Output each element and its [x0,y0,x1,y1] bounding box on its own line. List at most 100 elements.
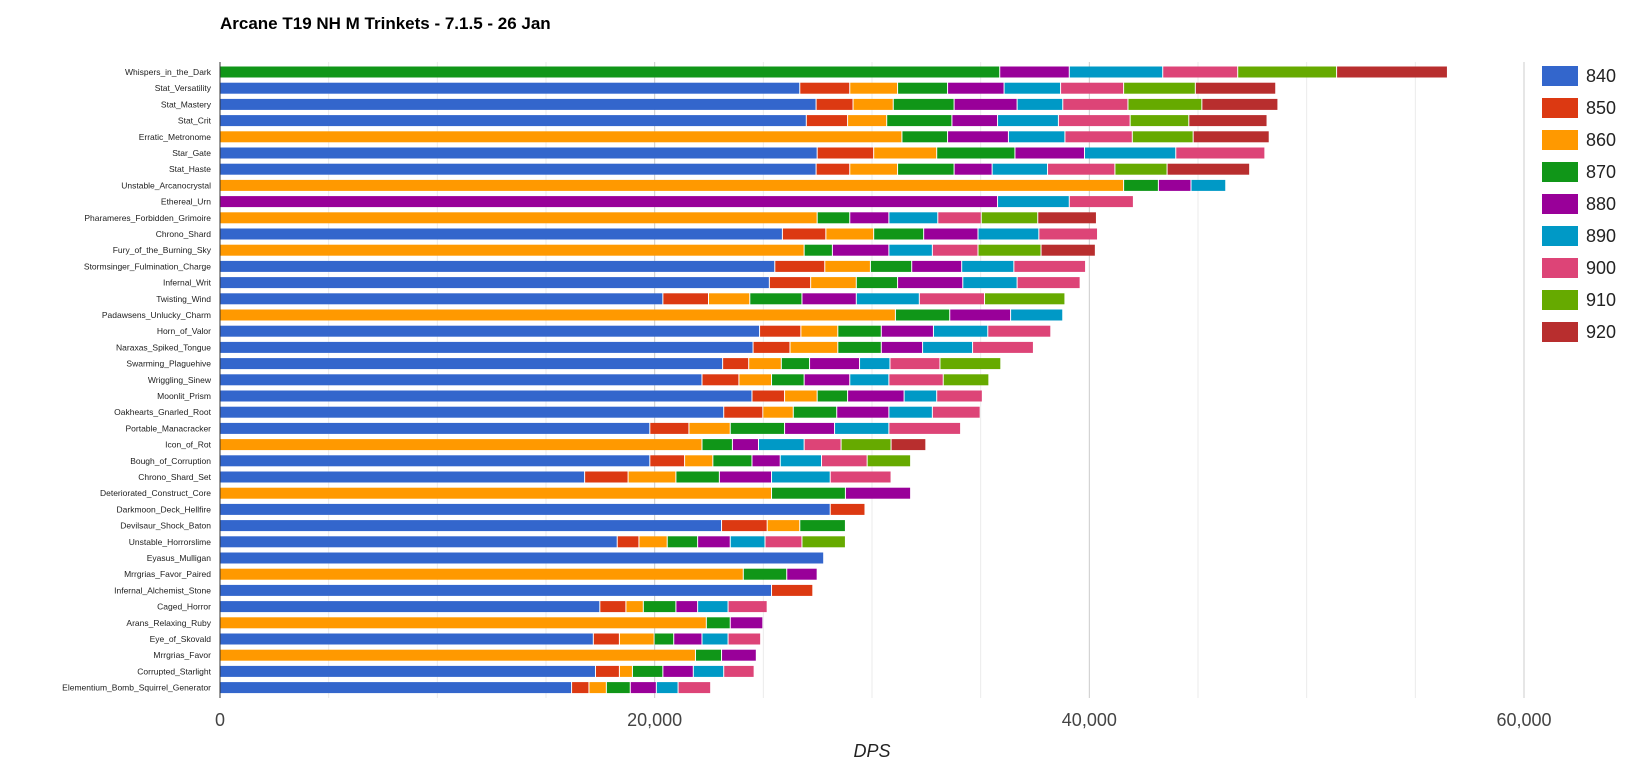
bar-segment[interactable] [1015,147,1084,159]
bar-segment[interactable] [802,536,845,548]
bar-segment[interactable] [220,552,824,564]
bar-segment[interactable] [698,601,728,613]
bar-segment[interactable] [816,163,850,175]
bar-segment[interactable] [772,471,830,483]
bar-segment[interactable] [722,649,756,661]
bar-segment[interactable] [220,228,782,240]
bar-segment[interactable] [1069,196,1133,208]
bar-segment[interactable] [1017,98,1063,110]
bar-segment[interactable] [626,601,643,613]
bar-segment[interactable] [650,455,685,467]
bar-segment[interactable] [830,503,865,515]
bar-segment[interactable] [220,390,752,402]
bar-segment[interactable] [919,293,985,305]
bar-segment[interactable] [1008,131,1065,143]
bar-segment[interactable] [898,163,954,175]
bar-segment[interactable] [743,568,787,580]
bar-segment[interactable] [724,665,754,677]
bar-segment[interactable] [898,277,963,289]
bar-segment[interactable] [220,131,902,143]
bar-segment[interactable] [902,131,948,143]
bar-segment[interactable] [780,455,822,467]
bar-segment[interactable] [650,422,689,434]
bar-segment[interactable] [1124,82,1195,94]
bar-segment[interactable] [730,422,785,434]
bar-segment[interactable] [676,601,698,613]
bar-segment[interactable] [881,325,933,337]
bar-segment[interactable] [1337,66,1447,78]
bar-segment[interactable] [870,260,912,272]
bar-segment[interactable] [938,212,981,224]
bar-segment[interactable] [825,260,870,272]
bar-segment[interactable] [220,277,769,289]
bar-segment[interactable] [1202,98,1278,110]
bar-segment[interactable] [816,98,853,110]
bar-segment[interactable] [220,503,830,515]
bar-segment[interactable] [656,682,678,694]
bar-segment[interactable] [848,115,887,127]
bar-segment[interactable] [985,293,1065,305]
bar-segment[interactable] [220,196,998,208]
bar-segment[interactable] [1124,179,1158,191]
bar-segment[interactable] [785,422,835,434]
bar-segment[interactable] [220,520,722,532]
bar-segment[interactable] [702,374,739,386]
bar-segment[interactable] [220,325,760,337]
bar-segment[interactable] [693,665,724,677]
bar-segment[interactable] [973,341,1033,353]
bar-segment[interactable] [750,293,802,305]
bar-segment[interactable] [678,682,711,694]
bar-segment[interactable] [1176,147,1265,159]
bar-segment[interactable] [220,682,572,694]
bar-segment[interactable] [600,601,626,613]
bar-segment[interactable] [874,147,937,159]
bar-segment[interactable] [722,520,767,532]
bar-segment[interactable] [962,260,1014,272]
bar-segment[interactable] [804,439,841,451]
bar-segment[interactable] [838,325,881,337]
bar-segment[interactable] [1195,82,1276,94]
bar-segment[interactable] [898,82,948,94]
bar-segment[interactable] [998,115,1058,127]
legend-item[interactable]: 850 [1542,92,1616,124]
bar-segment[interactable] [628,471,676,483]
bar-segment[interactable] [1193,131,1269,143]
bar-segment[interactable] [787,568,817,580]
bar-segment[interactable] [1004,82,1061,94]
bar-segment[interactable] [895,309,950,321]
bar-segment[interactable] [1115,163,1167,175]
bar-segment[interactable] [889,244,932,256]
bar-segment[interactable] [763,406,793,418]
bar-segment[interactable] [593,633,619,645]
bar-segment[interactable] [220,163,816,175]
bar-segment[interactable] [724,406,763,418]
bar-segment[interactable] [826,228,874,240]
bar-segment[interactable] [992,163,1048,175]
bar-segment[interactable] [781,358,810,370]
bar-segment[interactable] [881,341,923,353]
bar-segment[interactable] [1011,309,1063,321]
bar-segment[interactable] [889,422,961,434]
bar-segment[interactable] [889,212,938,224]
bar-segment[interactable] [800,520,845,532]
bar-segment[interactable] [811,277,856,289]
bar-segment[interactable] [220,244,804,256]
bar-segment[interactable] [667,536,698,548]
bar-segment[interactable] [220,115,806,127]
bar-segment[interactable] [1065,131,1132,143]
bar-segment[interactable] [772,487,845,499]
bar-segment[interactable] [832,244,889,256]
bar-segment[interactable] [220,617,706,629]
bar-segment[interactable] [850,212,889,224]
bar-segment[interactable] [860,358,890,370]
legend-item[interactable]: 840 [1542,60,1616,92]
bar-segment[interactable] [730,617,763,629]
bar-segment[interactable] [856,293,919,305]
bar-segment[interactable] [639,536,667,548]
bar-segment[interactable] [220,649,695,661]
bar-segment[interactable] [845,487,911,499]
bar-segment[interactable] [220,212,817,224]
bar-segment[interactable] [889,374,943,386]
bar-segment[interactable] [887,115,952,127]
bar-segment[interactable] [943,374,989,386]
